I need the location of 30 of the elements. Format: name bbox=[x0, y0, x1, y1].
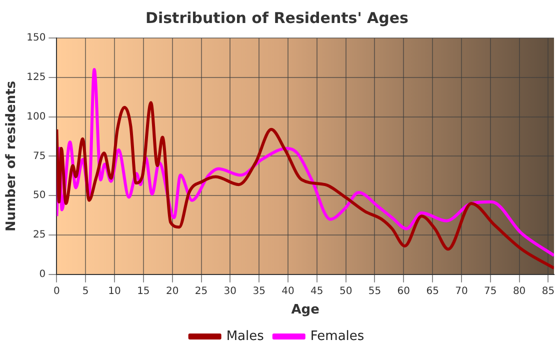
y-tick-label: 25 bbox=[32, 230, 46, 241]
x-tick-label: 40 bbox=[282, 286, 294, 297]
x-tick-label: 5 bbox=[82, 286, 89, 297]
x-tick-label: 70 bbox=[455, 286, 468, 297]
y-tick-label: 50 bbox=[32, 190, 46, 202]
x-axis-title: Age bbox=[291, 302, 320, 318]
x-tick-label: 10 bbox=[108, 286, 121, 297]
x-tick-label: 85 bbox=[542, 286, 555, 297]
x-tick-label: 65 bbox=[426, 286, 439, 297]
x-tick-label: 20 bbox=[166, 286, 179, 297]
legend-label: Males bbox=[226, 328, 264, 344]
x-tick-label: 75 bbox=[484, 286, 497, 297]
chart-title: Distribution of Residents' Ages bbox=[146, 8, 409, 27]
x-tick-label: 0 bbox=[54, 286, 60, 297]
y-tick-label: 150 bbox=[26, 32, 46, 44]
x-tick-label: 50 bbox=[339, 286, 352, 297]
y-tick-label: 0 bbox=[39, 268, 46, 280]
y-tick-label: 125 bbox=[26, 72, 46, 83]
legend-label: Females bbox=[310, 328, 364, 344]
x-tick-label: 55 bbox=[368, 286, 382, 297]
y-axis-title: Number of residents bbox=[4, 80, 20, 232]
x-tick-label: 80 bbox=[512, 286, 526, 297]
x-tick-label: 25 bbox=[194, 286, 208, 297]
x-tick-label: 30 bbox=[224, 286, 237, 297]
x-tick-label: 15 bbox=[137, 286, 150, 297]
x-tick-label: 45 bbox=[310, 286, 324, 297]
x-tick-label: 60 bbox=[397, 286, 410, 297]
x-tick-label: 35 bbox=[252, 286, 266, 297]
y-tick-label: 75 bbox=[32, 150, 46, 162]
y-tick-label: 100 bbox=[26, 111, 46, 122]
